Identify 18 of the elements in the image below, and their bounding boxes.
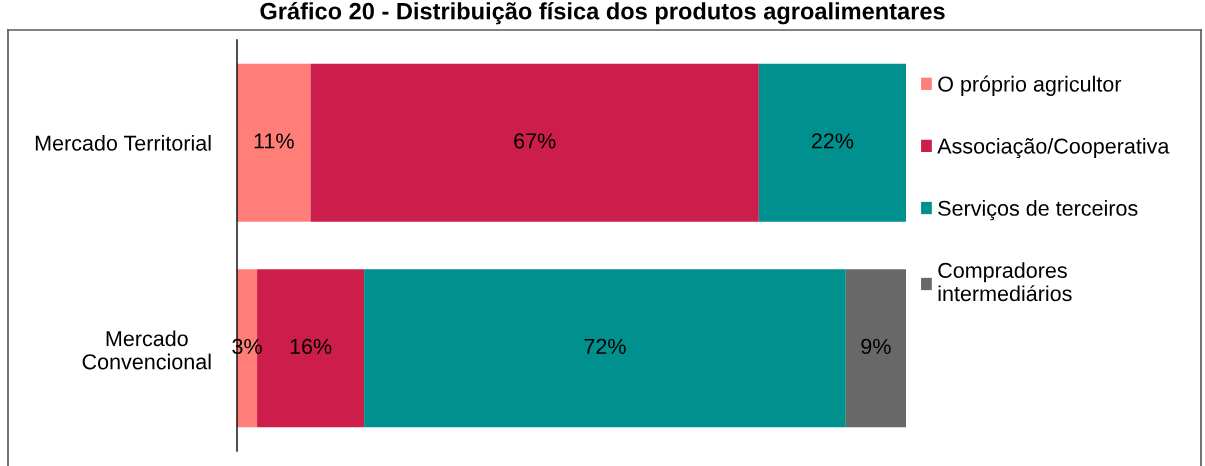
data-label: 72% [584,338,626,354]
y-tick-label: Mercado Convencional [82,330,211,370]
chart-title: Gráfico 20 - Distribuição física dos produtos agroalimentares [260,2,945,25]
data-label: 22% [811,133,854,149]
legend-label: Associação/Cooperativa [937,137,1170,159]
bar [310,63,759,222]
data-label: 9% [861,338,891,355]
legend-label: Compradores intermediários [938,262,1072,302]
data-label: 67% [514,133,556,149]
bar [237,63,311,222]
bar [758,63,906,222]
y-tick-label: Mercado Territorial [35,134,211,151]
legend-label: O próprio agricultor [938,75,1122,96]
legend-label: Serviços de terceiros [938,200,1138,221]
data-label: 16% [290,338,332,355]
bar [364,269,846,428]
data-label: 11% [254,133,294,149]
bar [845,269,906,428]
